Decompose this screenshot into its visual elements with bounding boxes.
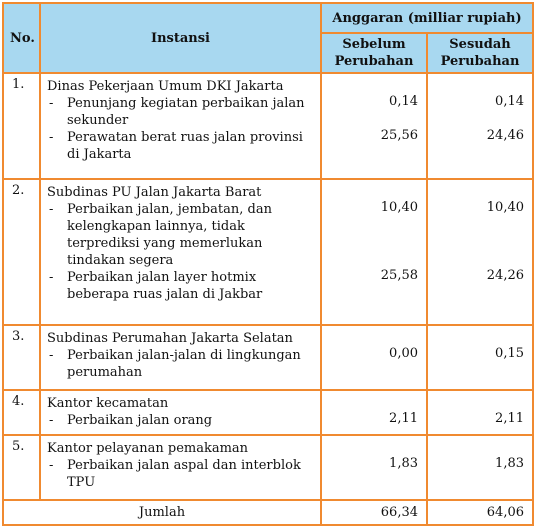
row-instansi: Kantor pelayanan pemakaman - Perbaikan ja… [39, 433, 322, 502]
header-sesudah: Sesudah Perubahan [426, 32, 534, 74]
after-values: 1,83 [426, 433, 534, 502]
item-text: Perbaikan jalan orang [67, 412, 213, 428]
row-number: 2. [2, 178, 41, 326]
row-number: 1. [2, 71, 41, 181]
list-item: - Perbaikan jalan aspal dan interblok TPU [49, 457, 301, 490]
row-number: 3. [2, 323, 41, 391]
table-row: 5. Kantor pelayanan pemakaman - Perbaikan… [2, 433, 534, 502]
list-item: - Perawatan berat ruas jalan provinsi di … [49, 130, 303, 162]
list-item: - Perbaikan jalan, jembatan, dan kelengka… [49, 202, 272, 269]
before-values: 10,40 25,58 [320, 178, 428, 326]
row-instansi: Dinas Pekerjaan Umum DKI Jakarta - Penunj… [39, 71, 322, 181]
after-values: 10,40 24,26 [426, 178, 534, 326]
item-text: Penunjang kegiatan perbaikan jalan sekun… [67, 96, 305, 128]
item-text: Perbaikan jalan, jembatan, dan kelengkap… [67, 202, 272, 269]
table-row: 3. Subdinas Perumahan Jakarta Selatan -P… [2, 323, 534, 391]
table-row: 4. Kantor kecamatan - Perbaikan jalan ora… [2, 388, 534, 436]
value-after: 1,83 [495, 455, 524, 471]
row-instansi: Subdinas PU Jalan Jakarta Barat - Perbaik… [39, 178, 322, 326]
value-after: 0,15 [495, 345, 524, 361]
table-row: 2. Subdinas PU Jalan Jakarta Barat - Perb… [2, 178, 534, 326]
total-row: Jumlah 66,34 64,06 [2, 499, 534, 526]
value-before: 10,40 [380, 200, 418, 216]
value-before: 2,11 [389, 410, 418, 426]
before-values: 2,11 [320, 388, 428, 436]
value-after: 2,11 [495, 410, 524, 426]
category-name: Dinas Pekerjaan Umum DKI Jakarta [47, 79, 284, 94]
header-sebelum: Sebelum Perubahan [320, 32, 428, 74]
value-after: 0,14 [495, 94, 524, 109]
list-item: - Perbaikan jalan-jalan di lingkungan per… [49, 347, 301, 380]
after-values: 0,15 [426, 323, 534, 391]
value-before: 25,56 [380, 128, 418, 143]
item-text: Perbaikan jalan-jalan di lingkungan peru… [67, 347, 301, 380]
row-instansi: Subdinas Perumahan Jakarta Selatan - Perb… [39, 323, 322, 391]
item-text: Perawatan berat ruas jalan provinsi di J… [67, 130, 303, 162]
after-values: 2,11 [426, 388, 534, 436]
total-label: Jumlah [2, 499, 322, 526]
category-name: Subdinas PU Jalan Jakarta Barat [47, 185, 262, 201]
list-item: - Perbaikan jalan layer hotmix beberapa r… [49, 270, 263, 303]
category-name: Subdinas Perumahan Jakarta Selatan [47, 330, 293, 346]
value-after: 10,40 [486, 200, 524, 216]
before-values: 1,83 [320, 433, 428, 502]
category-name: Kantor pelayanan pemakaman [47, 440, 249, 456]
category-name: Kantor kecamatan [47, 395, 169, 411]
item-text: Perbaikan jalan layer hotmix beberapa ru… [67, 270, 263, 303]
header-anggaran: Anggaran (milliar rupiah) [320, 2, 534, 34]
value-before: 0,14 [389, 94, 418, 109]
list-item: - Perbaikan jalan orang [49, 412, 213, 428]
value-after: 24,46 [486, 128, 524, 143]
row-instansi: Kantor kecamatan - Perbaikan jalan orang [39, 388, 322, 436]
row-number: 5. [2, 433, 41, 502]
header-no: No. [2, 2, 41, 74]
value-before: 0,00 [389, 345, 418, 361]
list-item: - Penunjang kegiatan perbaikan jalan seku… [49, 96, 305, 128]
item-text: Perbaikan jalan aspal dan interblok TPU [67, 457, 301, 490]
before-values: 0,00 [320, 323, 428, 391]
row-number: 4. [2, 388, 41, 436]
total-before: 66,34 [320, 499, 428, 526]
total-after: 64,06 [426, 499, 534, 526]
before-values: 0,14 25,56 [320, 71, 428, 181]
table-row: 1. Dinas Pekerjaan Umum DKI Jakarta - Pen… [2, 71, 534, 181]
after-values: 0,14 24,46 [426, 71, 534, 181]
value-before: 1,83 [389, 455, 418, 471]
value-before: 25,58 [380, 268, 418, 284]
header-instansi: Instansi [39, 2, 322, 74]
value-after: 24,26 [486, 268, 524, 284]
